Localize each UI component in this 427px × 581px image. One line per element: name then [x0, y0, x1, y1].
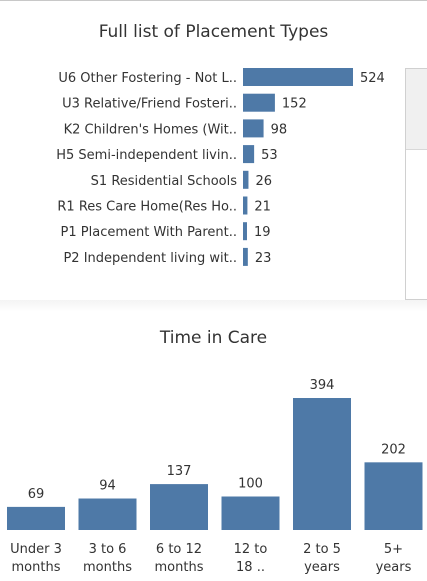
placement-value: 26: [255, 174, 272, 189]
time-in-care-label: Under 3: [10, 542, 62, 557]
time-in-care-bar[interactable]: [364, 462, 423, 530]
time-in-care-value: 137: [167, 464, 192, 479]
time-in-care-value: 202: [381, 442, 406, 457]
placement-bar[interactable]: [243, 93, 275, 112]
placement-bar[interactable]: [243, 247, 248, 266]
time-in-care-label: 6 to 12: [156, 542, 202, 557]
time-in-care-label: months: [155, 560, 204, 575]
placement-value: 524: [360, 71, 385, 86]
top-divider: [0, 0, 427, 5]
side-panel: [405, 68, 427, 300]
placement-label: H5 Semi-independent livin..: [56, 148, 237, 163]
placement-types-chart: U6 Other Fostering - Not L.. 524 U3 Relati…: [56, 68, 385, 266]
placement-value: 19: [254, 225, 271, 240]
time-in-care-bar[interactable]: [150, 484, 208, 530]
side-panel-band: [406, 69, 427, 150]
placement-value: 21: [254, 200, 271, 215]
placement-types-title: Full list of Placement Types: [98, 22, 329, 42]
time-in-care-label: months: [83, 560, 132, 575]
time-in-care-label: years: [376, 560, 412, 575]
placement-bar[interactable]: [243, 68, 353, 86]
time-in-care-value: 394: [310, 378, 335, 393]
time-in-care-bar[interactable]: [7, 506, 65, 530]
time-in-care-title: Time in Care: [159, 328, 268, 348]
placement-bar[interactable]: [243, 145, 255, 164]
time-in-care-bar[interactable]: [78, 498, 137, 530]
time-in-care-bar[interactable]: [293, 398, 351, 530]
time-in-care-chart: 69 Under 3 months 94 3 to 6 months 137 6 to 12 m…: [7, 378, 423, 575]
time-in-care-value: 94: [99, 479, 116, 494]
time-in-care-label: 3 to 6: [89, 542, 127, 557]
time-in-care-label: 12 to: [234, 542, 268, 557]
placement-label: P2 Independent living wit..: [63, 251, 237, 266]
placement-label: R1 Res Care Home(Res Ho..: [57, 200, 237, 215]
placement-label: U3 Relative/Friend Fosteri..: [62, 97, 237, 112]
time-in-care-bar[interactable]: [221, 496, 280, 531]
placement-value: 23: [255, 251, 272, 266]
placement-value: 152: [282, 97, 307, 112]
time-in-care-value: 100: [238, 477, 263, 492]
placement-bar[interactable]: [243, 196, 248, 215]
placement-label: S1 Residential Schools: [91, 174, 238, 189]
placement-bar[interactable]: [243, 170, 249, 189]
placement-bar[interactable]: [243, 119, 264, 138]
time-in-care-value: 69: [28, 487, 45, 502]
placement-value: 98: [271, 122, 288, 137]
time-in-care-label: 5+: [384, 542, 403, 557]
time-in-care-label: 18 ..: [236, 560, 265, 575]
placement-label: P1 Placement With Parent..: [61, 225, 237, 240]
time-in-care-label: years: [304, 560, 340, 575]
placement-label: U6 Other Fostering - Not L..: [58, 71, 237, 86]
placement-value: 53: [261, 148, 278, 163]
placement-bar[interactable]: [243, 222, 247, 241]
time-in-care-label: 2 to 5: [303, 542, 341, 557]
placement-label: K2 Children's Homes (Wit..: [64, 122, 237, 137]
section-divider: [0, 300, 427, 312]
time-in-care-label: months: [12, 560, 61, 575]
